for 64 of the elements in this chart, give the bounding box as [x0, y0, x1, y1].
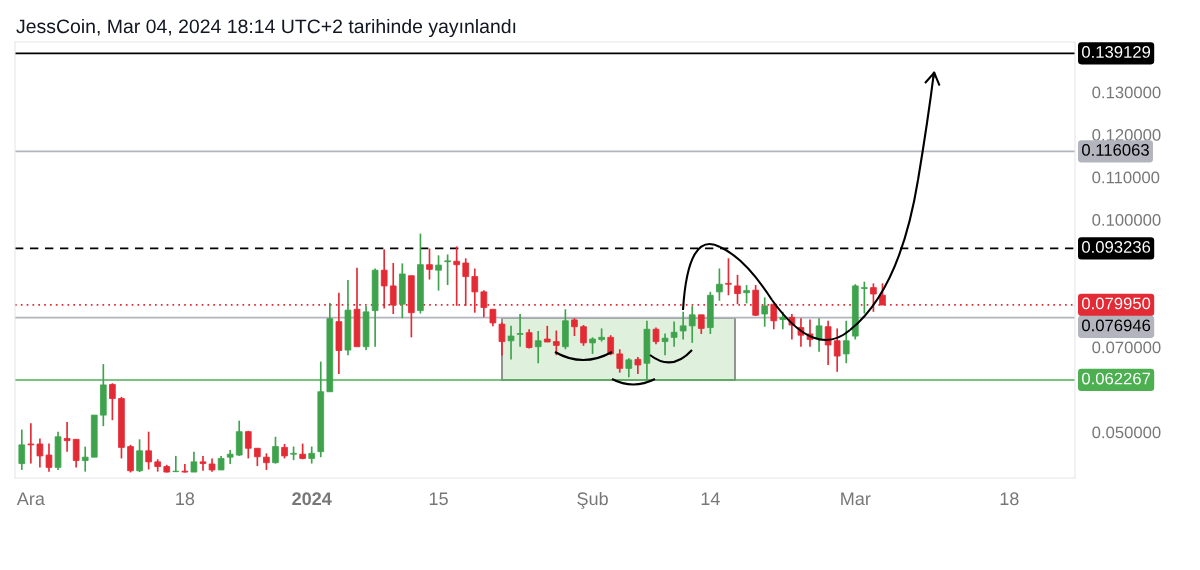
candlestick: [27, 422, 35, 465]
candlestick: [63, 421, 71, 453]
ref-line-label: 0.139129: [1082, 46, 1151, 58]
y-tick-label: 0.110000: [1092, 171, 1160, 184]
candlestick: [136, 438, 143, 473]
x-tick-label: 15: [429, 492, 448, 506]
x-tick-label: 2024: [292, 492, 332, 506]
candlestick: [36, 437, 44, 469]
candlestick: [109, 382, 116, 422]
x-tick-label: Şub: [577, 491, 608, 509]
candlestick: [272, 435, 279, 465]
candlestick: [435, 254, 442, 292]
x-tick-label: Ara: [16, 492, 45, 506]
ref-line-label: 0.079950: [1082, 297, 1151, 310]
ref-line-label: 0.076946: [1082, 319, 1151, 332]
candlestick: [507, 325, 515, 361]
candlestick: [444, 253, 451, 286]
candlestick: [498, 321, 506, 357]
chart-title: JessCoin, Mar 04, 2024 18:14 UTC+2 tarihinde yayınlandı: [16, 18, 516, 38]
candlestick: [72, 438, 80, 469]
candlestick: [190, 450, 198, 473]
candlestick: [516, 313, 524, 348]
candlestick: [145, 430, 152, 471]
ref-line-label: 0.116063: [1082, 144, 1149, 156]
candlestick: [670, 320, 678, 348]
candlestick: [688, 305, 696, 344]
candlestick: [661, 332, 669, 357]
candlestick: [824, 319, 832, 366]
candlestick: [616, 348, 624, 374]
ref-line-label: 0.093236: [1082, 241, 1151, 253]
y-tick-label: 0.130000: [1092, 86, 1161, 99]
x-tick-label: 14: [701, 492, 720, 505]
candlestick: [861, 280, 868, 315]
candlestick: [734, 274, 741, 306]
x-tick-label: 18: [1000, 492, 1019, 506]
y-tick-label: 0.070000: [1092, 341, 1161, 354]
candlestick: [81, 445, 89, 473]
candlestick: [534, 330, 542, 365]
candlestick: [697, 313, 705, 335]
y-tick-label: 0.120000: [1092, 129, 1161, 141]
candlestick: [199, 455, 207, 472]
x-tick-label: Mar: [841, 492, 871, 506]
y-tick-label: 0.100000: [1092, 214, 1161, 226]
y-tick-label: 0.050000: [1092, 426, 1161, 439]
candlestick: [426, 247, 433, 281]
candlestick: [725, 257, 732, 297]
candlestick: [235, 419, 243, 457]
candlestick: [18, 428, 26, 471]
candlestick: [580, 324, 587, 347]
candlestick: [244, 429, 252, 460]
candlestick: [625, 357, 633, 379]
candlestick: [553, 329, 560, 357]
candlestick: [45, 442, 53, 473]
candlestick: [833, 327, 841, 373]
candlestick: [761, 296, 769, 328]
candlestick: [870, 282, 877, 313]
x-tick-label: 18: [176, 492, 195, 506]
candlestick: [716, 267, 723, 302]
candlestick: [679, 311, 687, 341]
ref-line-label: 0.062267: [1082, 372, 1151, 385]
candlestick: [181, 463, 189, 474]
candlestick: [743, 284, 750, 305]
candlestick: [842, 319, 850, 365]
candlestick: [815, 317, 823, 353]
